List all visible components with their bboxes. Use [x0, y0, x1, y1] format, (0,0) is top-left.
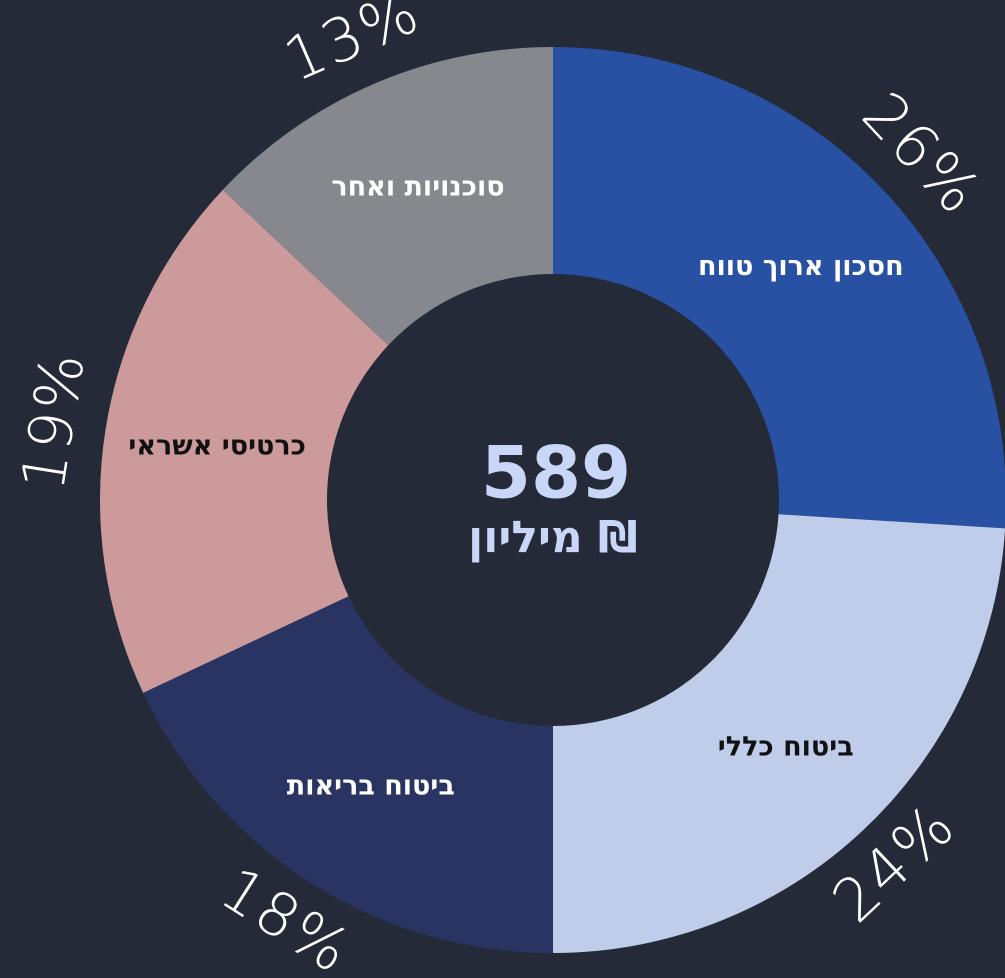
donut-segment	[100, 189, 389, 693]
donut-segment	[553, 47, 1005, 529]
segment-label: סוכנויות ואחר	[331, 171, 504, 202]
center-total: 589	[481, 431, 631, 515]
segment-label: כרטיסי אשראי	[128, 430, 306, 461]
donut-segment	[222, 47, 553, 346]
donut-segment	[553, 514, 1005, 953]
segment-label: ביטוח כללי	[718, 731, 854, 762]
segment-label: חסכון ארוך טווח	[698, 251, 904, 282]
segment-label: ביטוח בריאות	[287, 771, 455, 802]
donut-segment	[143, 596, 553, 953]
center-unit: מיליון ₪	[468, 512, 638, 563]
